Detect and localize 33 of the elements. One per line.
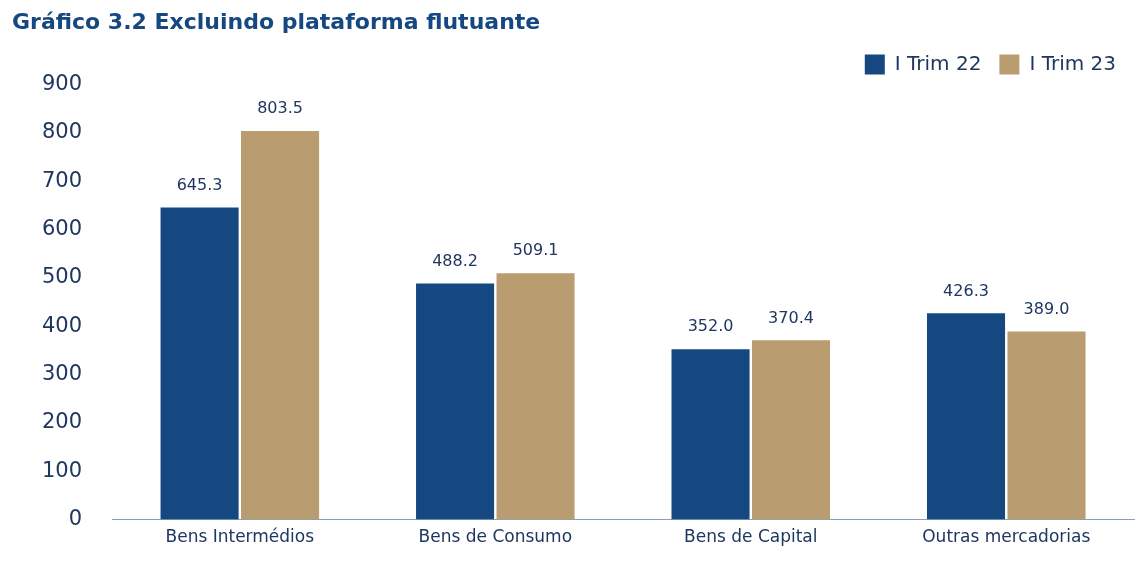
data-label: 803.5: [257, 98, 303, 118]
data-label: 352.0: [687, 316, 734, 336]
data-label: 426.3: [943, 280, 989, 300]
bar: [926, 313, 1006, 520]
y-tick-label: 800: [41, 119, 83, 144]
y-tick-label: 500: [41, 264, 83, 289]
bar: [496, 273, 575, 520]
bar: [671, 349, 750, 520]
data-label: 370.4: [768, 307, 814, 327]
legend-label: I Trim 23: [1029, 50, 1117, 75]
y-tick-label: 400: [41, 312, 83, 337]
legend-label: I Trim 22: [894, 50, 982, 75]
data-label: 488.2: [432, 250, 478, 270]
bar: [1007, 331, 1086, 520]
data-label: 645.3: [176, 174, 223, 194]
y-tick-label: 0: [68, 505, 83, 530]
x-tick-label: Bens Intermédios: [165, 526, 315, 547]
y-tick-label: 600: [41, 215, 83, 240]
y-tick-label: 100: [41, 457, 83, 482]
x-tick-label: Bens de Capital: [684, 526, 818, 547]
x-tick-label: Outras mercadorias: [922, 526, 1091, 547]
y-tick-label: 200: [41, 409, 83, 434]
y-tick-label: 300: [41, 360, 83, 385]
bar: [751, 340, 831, 520]
chart-title: Gráfico 3.2 Excluindo plataforma flutuante: [12, 8, 541, 34]
bar: [416, 283, 495, 520]
x-tick-label: Bens de Consumo: [418, 526, 573, 547]
data-label: 389.0: [1023, 298, 1070, 318]
bar: [160, 207, 239, 520]
data-label: 509.1: [512, 240, 559, 260]
bar: [241, 131, 320, 520]
y-tick-label: 700: [41, 167, 83, 192]
y-tick-label: 900: [41, 70, 83, 95]
